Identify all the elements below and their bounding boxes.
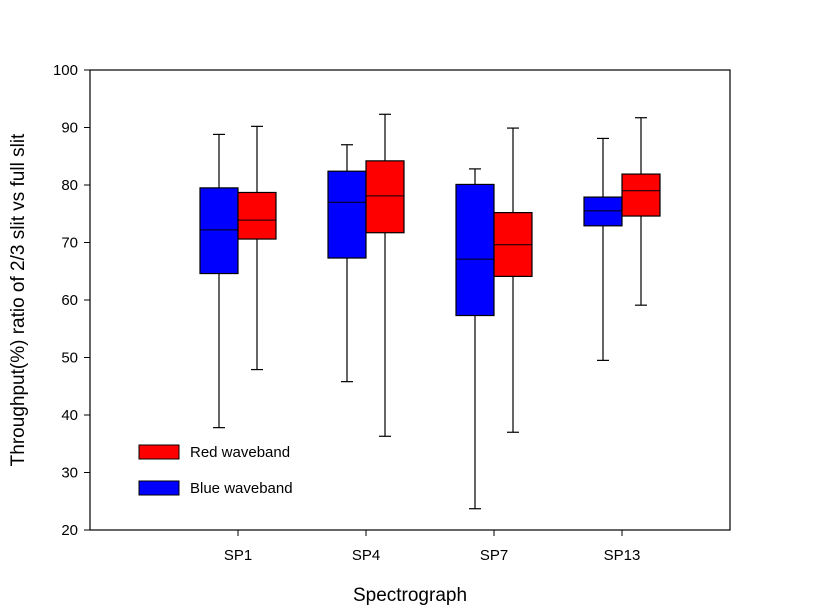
y-tick-label: 60 bbox=[61, 292, 78, 309]
red-box-sp13 bbox=[621, 117, 661, 306]
iqr-box bbox=[621, 173, 661, 217]
legend: Red waveband Blue waveband bbox=[138, 444, 293, 497]
y-tick-label: 70 bbox=[61, 235, 78, 252]
legend-label-blue: Blue waveband bbox=[190, 480, 293, 497]
y-tick-label: 90 bbox=[61, 120, 78, 137]
y-axis-title: Throughput(%) ratio of 2/3 slit vs full … bbox=[8, 133, 29, 466]
y-tick-label: 80 bbox=[61, 177, 78, 194]
y-axis: 20 30 40 50 60 70 80 90 100 bbox=[53, 62, 90, 539]
x-tick-label-sp1: SP1 bbox=[224, 547, 252, 564]
plot-area bbox=[199, 113, 661, 510]
iqr-box bbox=[455, 183, 495, 317]
blue-box-sp7 bbox=[455, 168, 495, 510]
red-box-sp7 bbox=[493, 127, 533, 433]
blue-box-sp13 bbox=[583, 137, 623, 361]
iqr-box bbox=[237, 191, 277, 240]
x-tick-label-sp4: SP4 bbox=[352, 547, 380, 564]
iqr-box bbox=[327, 170, 367, 259]
plot-frame bbox=[89, 69, 731, 531]
legend-swatch-red bbox=[138, 444, 180, 460]
iqr-box bbox=[365, 160, 405, 234]
x-tick-label-sp13: SP13 bbox=[604, 547, 641, 564]
red-box-sp1 bbox=[237, 125, 277, 371]
blue-box-sp1 bbox=[199, 133, 239, 429]
x-axis: SP1 SP4 SP7 SP13 bbox=[224, 530, 641, 564]
red-box-sp4 bbox=[365, 113, 405, 437]
legend-swatch-blue bbox=[138, 480, 180, 496]
y-tick-label: 20 bbox=[61, 522, 78, 539]
iqr-box bbox=[199, 187, 239, 275]
y-tick-label: 40 bbox=[61, 407, 78, 424]
iqr-box bbox=[583, 196, 623, 227]
y-tick-label: 100 bbox=[53, 62, 78, 79]
x-axis-title: Spectrograph bbox=[353, 585, 467, 606]
y-tick-label: 30 bbox=[61, 465, 78, 482]
blue-box-sp4 bbox=[327, 144, 367, 383]
x-tick-label-sp7: SP7 bbox=[480, 547, 508, 564]
legend-label-red: Red waveband bbox=[190, 444, 290, 461]
y-tick-label: 50 bbox=[61, 350, 78, 367]
